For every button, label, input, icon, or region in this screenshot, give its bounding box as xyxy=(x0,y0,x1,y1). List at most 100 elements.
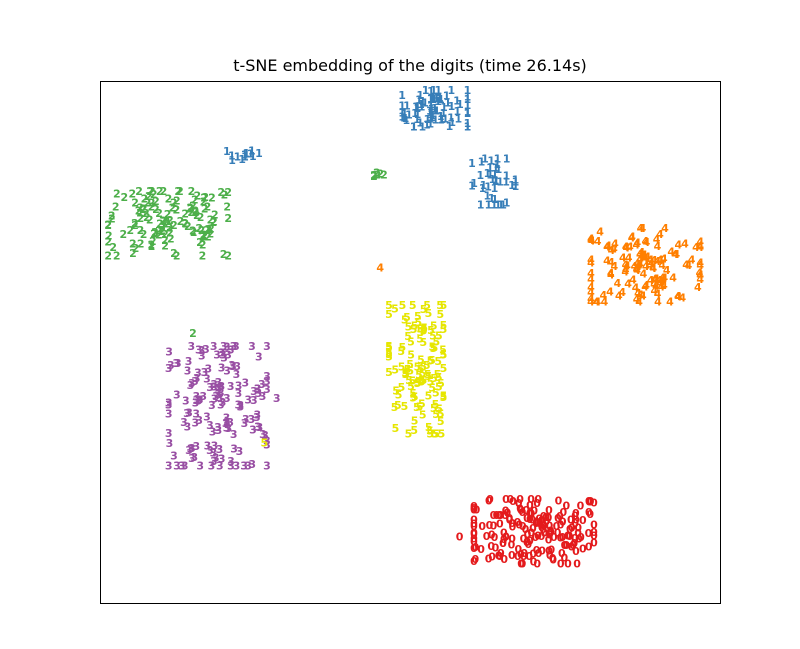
digit-point-1: 1 xyxy=(468,179,476,192)
digit-point-4: 4 xyxy=(618,286,626,299)
digit-point-1: 1 xyxy=(434,84,442,97)
digit-point-3: 3 xyxy=(183,407,191,420)
digit-point-0: 0 xyxy=(500,533,508,546)
digit-point-2: 2 xyxy=(224,212,232,225)
digit-point-4: 4 xyxy=(654,288,662,301)
digit-point-4: 4 xyxy=(640,249,648,262)
digit-point-1: 1 xyxy=(479,182,487,195)
digit-point-5: 5 xyxy=(418,373,426,386)
digit-point-3: 3 xyxy=(170,450,178,463)
digit-point-0: 0 xyxy=(534,493,542,506)
digit-point-5: 5 xyxy=(411,391,419,404)
digit-point-3: 3 xyxy=(190,451,198,464)
digit-point-0: 0 xyxy=(533,557,541,570)
digit-point-5: 5 xyxy=(440,319,448,332)
digit-point-1: 1 xyxy=(427,100,435,113)
digit-point-2: 2 xyxy=(149,235,157,248)
digit-point-2: 2 xyxy=(193,209,201,222)
digit-point-3: 3 xyxy=(187,442,195,455)
digit-point-0: 0 xyxy=(470,527,478,540)
digit-point-5: 5 xyxy=(432,428,440,441)
digit-point-0: 0 xyxy=(502,493,510,506)
digit-point-3: 3 xyxy=(185,444,193,457)
digit-point-5: 5 xyxy=(413,377,421,390)
digit-point-0: 0 xyxy=(490,509,498,522)
digit-point-0: 0 xyxy=(554,512,562,525)
digit-point-0: 0 xyxy=(559,531,567,544)
digit-point-0: 0 xyxy=(515,518,523,531)
digit-point-0: 0 xyxy=(571,532,579,545)
digit-point-0: 0 xyxy=(529,548,537,561)
digit-point-5: 5 xyxy=(401,367,409,380)
digit-point-4: 4 xyxy=(587,254,595,267)
digit-point-3: 3 xyxy=(250,385,258,398)
digit-point-3: 3 xyxy=(263,434,271,447)
digit-point-5: 5 xyxy=(432,408,440,421)
digit-point-5: 5 xyxy=(435,330,443,343)
digit-point-0: 0 xyxy=(574,527,582,540)
digit-point-1: 1 xyxy=(434,95,442,108)
digit-point-1: 1 xyxy=(464,99,472,112)
digit-point-5: 5 xyxy=(414,310,422,323)
digit-point-5: 5 xyxy=(436,308,444,321)
digit-point-5: 5 xyxy=(413,401,421,414)
digit-point-3: 3 xyxy=(165,408,173,421)
digit-point-0: 0 xyxy=(562,500,570,513)
digit-point-2: 2 xyxy=(170,247,178,260)
digit-point-5: 5 xyxy=(406,358,414,371)
digit-point-4: 4 xyxy=(656,274,664,287)
digit-point-2: 2 xyxy=(142,207,150,220)
digit-point-0: 0 xyxy=(568,540,576,553)
digit-point-5: 5 xyxy=(392,385,400,398)
digit-point-2: 2 xyxy=(207,228,215,241)
digit-point-3: 3 xyxy=(248,458,256,471)
digit-point-4: 4 xyxy=(634,260,642,273)
digit-point-2: 2 xyxy=(200,229,208,242)
digit-point-0: 0 xyxy=(535,513,543,526)
digit-point-1: 1 xyxy=(484,181,492,194)
digit-point-2: 2 xyxy=(155,229,163,242)
digit-point-2: 2 xyxy=(128,188,136,201)
digit-point-3: 3 xyxy=(198,350,206,363)
digit-point-2: 2 xyxy=(173,249,181,262)
digit-point-1: 1 xyxy=(436,93,444,106)
digit-point-4: 4 xyxy=(696,235,704,248)
digit-point-0: 0 xyxy=(508,532,516,545)
digit-point-2: 2 xyxy=(166,227,174,240)
digit-point-5: 5 xyxy=(409,387,417,400)
digit-point-5: 5 xyxy=(385,351,393,364)
digit-point-4: 4 xyxy=(666,296,674,309)
digit-point-3: 3 xyxy=(240,460,248,473)
digit-point-4: 4 xyxy=(641,252,649,265)
digit-point-5: 5 xyxy=(418,397,426,410)
digit-point-5: 5 xyxy=(437,415,445,428)
digit-point-0: 0 xyxy=(590,519,598,532)
digit-point-3: 3 xyxy=(191,375,199,388)
digit-point-2: 2 xyxy=(146,185,154,198)
digit-point-0: 0 xyxy=(585,495,593,508)
digit-point-1: 1 xyxy=(489,173,497,186)
digit-point-3: 3 xyxy=(173,460,181,473)
digit-point-1: 1 xyxy=(438,113,446,126)
digit-point-3: 3 xyxy=(248,413,256,426)
digit-point-2: 2 xyxy=(207,223,215,236)
digit-point-3: 3 xyxy=(235,380,243,393)
digit-point-3: 3 xyxy=(254,382,262,395)
digit-point-3: 3 xyxy=(237,399,245,412)
digit-point-3: 3 xyxy=(237,401,245,414)
digit-point-1: 1 xyxy=(448,116,456,129)
digit-point-5: 5 xyxy=(429,330,437,343)
digit-point-3: 3 xyxy=(255,387,263,400)
digit-point-5: 5 xyxy=(416,333,424,346)
digit-point-0: 0 xyxy=(577,531,585,544)
digit-point-2: 2 xyxy=(131,217,139,230)
digit-point-4: 4 xyxy=(671,248,679,261)
digit-point-3: 3 xyxy=(198,344,206,357)
digit-point-0: 0 xyxy=(514,543,522,556)
digit-point-2: 2 xyxy=(174,185,182,198)
digit-point-1: 1 xyxy=(398,100,406,113)
digit-point-5: 5 xyxy=(432,336,440,349)
digit-point-5: 5 xyxy=(398,360,406,373)
digit-point-5: 5 xyxy=(420,303,428,316)
digit-point-0: 0 xyxy=(496,550,504,563)
